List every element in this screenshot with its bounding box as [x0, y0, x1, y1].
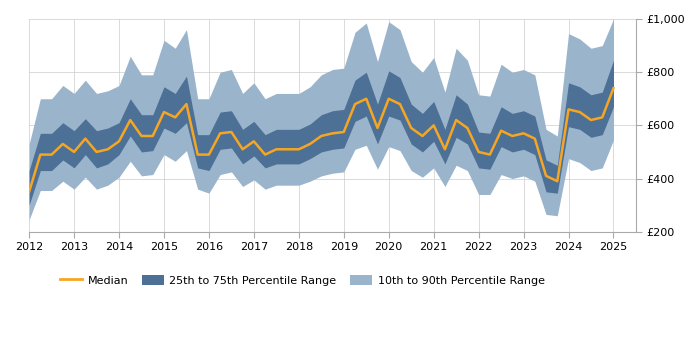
Legend: Median, 25th to 75th Percentile Range, 10th to 90th Percentile Range: Median, 25th to 75th Percentile Range, 1…: [55, 270, 549, 290]
